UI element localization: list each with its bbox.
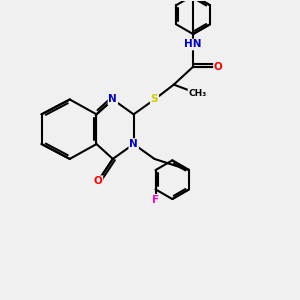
- Text: N: N: [109, 94, 117, 104]
- Text: O: O: [214, 62, 223, 72]
- Text: O: O: [94, 176, 102, 186]
- Text: HN: HN: [184, 40, 202, 50]
- Text: N: N: [129, 139, 138, 149]
- Text: F: F: [152, 195, 159, 205]
- Text: CH₃: CH₃: [188, 89, 207, 98]
- Text: S: S: [151, 94, 158, 104]
